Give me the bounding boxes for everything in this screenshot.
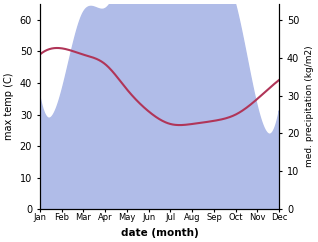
Y-axis label: max temp (C): max temp (C)	[4, 73, 14, 140]
Y-axis label: med. precipitation (kg/m2): med. precipitation (kg/m2)	[305, 46, 314, 167]
X-axis label: date (month): date (month)	[121, 228, 198, 238]
